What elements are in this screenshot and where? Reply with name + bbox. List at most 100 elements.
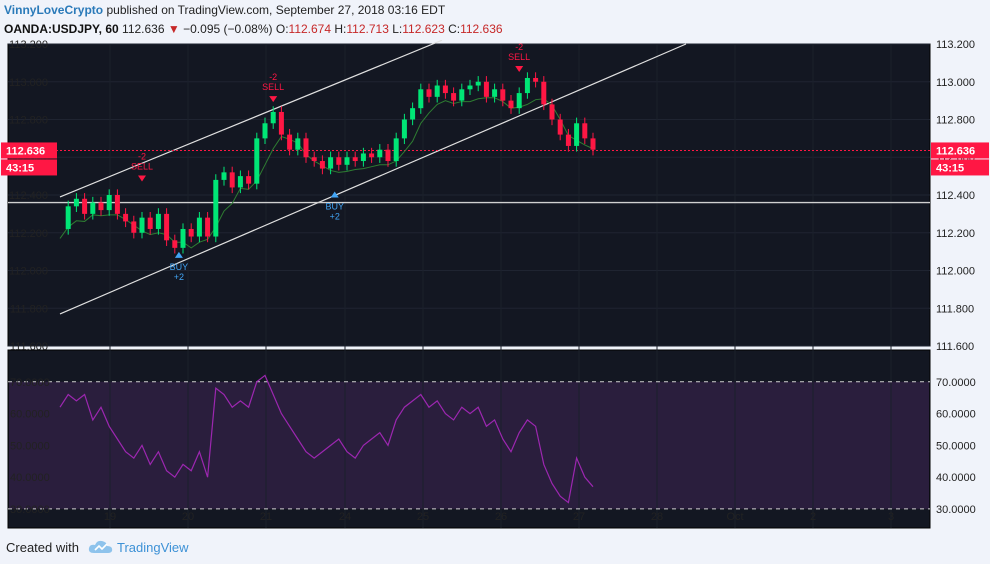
candle-body (98, 202, 104, 211)
candle-body (451, 93, 457, 101)
publish-info: published on TradingView.com, September … (106, 3, 446, 17)
time-tick-label: 21 (260, 511, 272, 523)
countdown-tag-label: 43:15 (936, 162, 964, 174)
candle-body (139, 217, 145, 233)
time-tick-label: 25 (417, 511, 429, 523)
high-value: 112.713 (346, 22, 389, 36)
candle-body (287, 134, 293, 150)
price-tick-label-left: 112.200 (9, 228, 48, 240)
candle-body (369, 153, 375, 158)
rsi-line (59, 374, 594, 504)
price-chart[interactable]: 113.200 113.200 113.000 113.000 112.800 112.8… (0, 40, 990, 530)
candle-body (237, 176, 243, 188)
rsi-tick-label: 50.0000 (936, 440, 976, 452)
candle-body (311, 157, 317, 162)
time-tick-label: 2 (810, 511, 816, 523)
candle-body (565, 134, 571, 146)
close-value: 112.636 (460, 22, 503, 36)
buy-arrow-icon (174, 251, 183, 258)
moving-average-line (59, 97, 594, 249)
down-arrow-icon: ▼ (167, 22, 180, 36)
candle-body (164, 213, 170, 241)
signal-qty-label: -2 (269, 72, 277, 82)
candle-body (442, 85, 448, 94)
sell-signal-label: SELL (508, 52, 530, 62)
candle-body (516, 93, 522, 109)
candle-body (483, 81, 489, 97)
candle-body (131, 221, 137, 233)
close-label: C: (448, 22, 461, 36)
candle-body (475, 81, 481, 86)
rsi-tick-label-left: 70.0000 (10, 377, 50, 389)
candle-body (500, 89, 506, 101)
last-price-tag-left (1, 142, 57, 159)
rsi-tick-label-left: 60.0000 (10, 409, 50, 421)
candle-body (123, 213, 129, 222)
candle-body (295, 138, 301, 150)
rsi-band-fill (9, 381, 929, 509)
candle-body (426, 89, 432, 97)
candle-body (73, 198, 79, 207)
rsi-tick-label-left: 50.0000 (10, 440, 50, 452)
candle-body (172, 240, 178, 248)
candle-body (549, 104, 555, 120)
last-price-tag-label: 112.636 (936, 145, 975, 157)
candle-body (188, 228, 194, 237)
chart-header: VinnyLoveCrypto published on TradingView… (0, 0, 990, 40)
time-tick-label: 20 (182, 511, 194, 523)
price-tick-label-left: 112.000 (9, 266, 48, 278)
candle-body (106, 195, 112, 211)
candle-body (467, 85, 473, 90)
symbol-label: OANDA:USDJPY, 60 (4, 22, 119, 36)
time-tick-label: 28 (651, 511, 663, 523)
countdown-tag-left (1, 159, 57, 176)
low-label: L: (392, 22, 403, 36)
signal-qty-label: +2 (174, 272, 184, 282)
time-tick-label: 26 (495, 511, 507, 523)
candle-body (328, 157, 334, 169)
high-label: H: (334, 22, 347, 36)
price-tick-label-left: 112.800 (9, 115, 48, 127)
candle-body (541, 81, 547, 105)
candle-body (246, 176, 252, 184)
candle-body (221, 172, 227, 180)
candle-body (319, 161, 325, 169)
time-tick-label: 27 (573, 511, 585, 523)
channel-lower-line (59, 43, 687, 315)
candle-body (582, 123, 588, 139)
candle-body (574, 123, 580, 146)
price-tick-label: 113.200 (936, 40, 975, 51)
candle-body (524, 77, 530, 94)
candle-body (155, 213, 161, 229)
candle-body (254, 138, 260, 184)
rsi-tick-label: 70.0000 (936, 377, 976, 389)
channel-upper-line (59, 40, 443, 198)
price-tick-label: 111.600 (936, 341, 974, 353)
price-tick-label: 112.200 (936, 228, 975, 240)
candle-body (262, 123, 268, 139)
candle-body (147, 217, 153, 229)
rsi-tick-label: 60.0000 (936, 409, 976, 421)
countdown-tag (931, 159, 989, 176)
candle-body (557, 119, 563, 135)
last-price-tag-left-label: 112.636 (6, 145, 45, 157)
rsi-tick-label: 40.0000 (936, 472, 976, 484)
publish-line: VinnyLoveCrypto published on TradingView… (4, 3, 445, 17)
candle-body (229, 172, 235, 188)
price-tick-label: 111.800 (936, 303, 974, 315)
candle-body (410, 108, 416, 120)
sell-signal-label: SELL (262, 82, 284, 92)
candle-body (278, 111, 284, 135)
signal-qty-label: +2 (330, 211, 340, 221)
time-tick-label: Oct (726, 511, 743, 523)
sell-signal-label: SELL (131, 161, 153, 171)
tradingview-link[interactable]: TradingView (117, 540, 189, 555)
candle-body (196, 217, 202, 237)
author-link[interactable]: VinnyLoveCrypto (4, 3, 104, 17)
candle-body (360, 153, 366, 162)
candle-body (82, 198, 88, 214)
change-value: −0.095 (−0.08%) (183, 22, 273, 36)
sell-arrow-icon (269, 96, 278, 103)
candle-body (434, 85, 440, 97)
price-tick-label-left: 111.600 (10, 341, 48, 353)
